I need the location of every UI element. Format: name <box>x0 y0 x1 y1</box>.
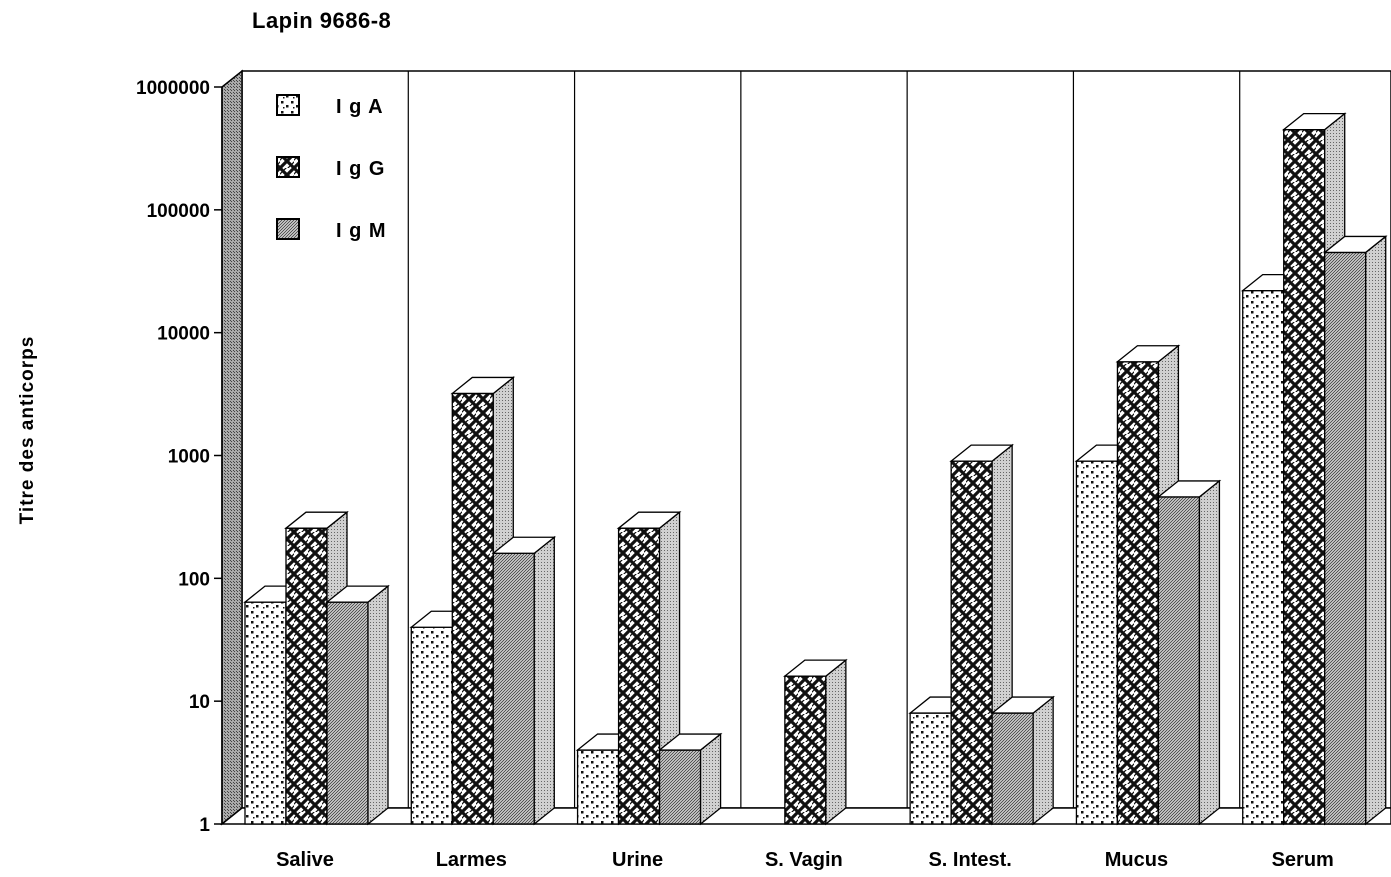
bar-side <box>1032 695 1054 826</box>
bar-front <box>410 626 453 825</box>
x-tick-label: Serum <box>1272 849 1334 871</box>
bar-front <box>784 675 827 825</box>
x-tick-label: Urine <box>612 849 663 871</box>
bar-top <box>325 585 390 603</box>
bar-front <box>1157 496 1201 825</box>
bar-side <box>1198 479 1221 826</box>
y-tick-label: 100 <box>178 569 210 590</box>
bar-top <box>1281 112 1347 131</box>
bar-side <box>367 584 389 826</box>
legend-swatch <box>276 218 300 240</box>
y-tick-label: 100000 <box>147 201 210 222</box>
bar-top <box>284 511 349 529</box>
bars-layer <box>243 112 1388 826</box>
bar-top <box>450 376 516 395</box>
bar-front <box>1075 460 1119 825</box>
bar <box>1156 479 1222 826</box>
bar <box>990 695 1055 826</box>
y-tick-label: 1000 <box>168 447 210 468</box>
legend-label: I g A <box>336 96 384 118</box>
legend-label: I g M <box>336 220 387 242</box>
bar-front <box>950 460 993 825</box>
bar-top <box>1156 480 1222 498</box>
x-tick-label: Mucus <box>1105 849 1168 871</box>
bar-front <box>326 601 369 825</box>
legend-swatch <box>276 94 300 116</box>
bar-top <box>990 696 1055 714</box>
bar-top <box>657 733 723 751</box>
bar-front <box>1116 361 1160 825</box>
bar <box>325 584 390 826</box>
x-tick-label: Larmes <box>436 849 507 871</box>
bar <box>491 535 557 826</box>
bar-front <box>991 712 1034 825</box>
bar-side <box>825 658 847 826</box>
bar <box>657 732 723 826</box>
bar-top <box>491 536 557 554</box>
legend-swatch <box>276 156 300 178</box>
bar <box>1115 344 1181 826</box>
y-tick-label: 10000 <box>157 324 210 345</box>
x-tick-label: S. Intest. <box>928 849 1011 871</box>
y-tick-label: 10 <box>189 692 210 713</box>
legend: I g A I g G I g M <box>276 94 387 242</box>
side-wall <box>221 69 243 826</box>
x-tick-label: S. Vagin <box>765 849 843 871</box>
x-tick-label: Salive <box>276 849 334 871</box>
bar-front <box>285 527 328 825</box>
bar-front <box>1283 128 1326 825</box>
y-tick-label: 1000000 <box>136 78 210 99</box>
bar-front <box>451 392 494 825</box>
bar <box>783 658 848 826</box>
bar-top <box>1322 235 1388 254</box>
y-tick-label: 1 <box>199 815 210 836</box>
bar-front <box>1324 251 1367 825</box>
bar-front <box>658 749 702 825</box>
bar-front <box>1242 289 1285 825</box>
bar-side <box>533 535 555 826</box>
bar-front <box>909 712 952 825</box>
bar <box>1322 235 1388 826</box>
bar-front <box>244 601 287 825</box>
bar-side <box>1365 235 1387 826</box>
bar-top <box>783 659 848 677</box>
chart-title: Lapin 9686-8 <box>252 8 392 33</box>
bar-top <box>949 444 1014 462</box>
bar-front <box>617 527 661 825</box>
bar-top <box>616 511 682 529</box>
bar-top <box>1115 345 1181 363</box>
bar-front <box>492 552 535 825</box>
legend-label: I g G <box>336 158 385 180</box>
bar-front <box>576 749 620 825</box>
